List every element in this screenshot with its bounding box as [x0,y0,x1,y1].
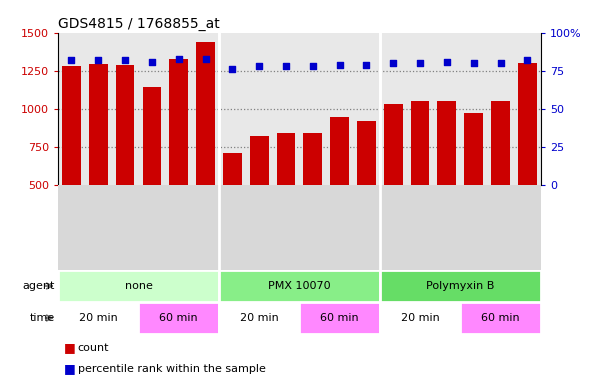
Point [442,59,452,65]
Bar [460,302,541,334]
Bar [411,101,430,185]
Bar [139,302,219,334]
Text: PMX 10070: PMX 10070 [268,281,331,291]
Bar [464,113,483,185]
Text: 60 min: 60 min [159,313,198,323]
Bar [330,118,349,185]
Point [389,60,398,66]
Text: 20 min: 20 min [79,313,118,323]
Bar [196,42,215,185]
Point [200,56,210,62]
Bar [219,302,299,334]
Bar [380,302,460,334]
Point [254,63,264,70]
Bar [491,101,510,185]
Bar [58,302,139,334]
Text: ■: ■ [64,362,80,375]
Bar [384,104,403,185]
Bar [304,133,322,185]
Bar [62,66,81,185]
Text: ■: ■ [64,341,80,354]
Point [174,56,183,62]
Bar [58,270,219,302]
Point [496,60,505,66]
Text: none: none [125,281,152,291]
Text: 20 min: 20 min [401,313,439,323]
Bar [115,65,134,185]
Text: percentile rank within the sample: percentile rank within the sample [78,364,265,374]
Text: time: time [30,313,55,323]
Point [281,63,291,70]
Point [522,57,532,63]
Bar [380,270,541,302]
Point [362,62,371,68]
Bar [250,136,269,185]
Point [308,63,318,70]
Bar [89,64,108,185]
Text: GDS4815 / 1768855_at: GDS4815 / 1768855_at [58,17,220,31]
Bar [518,63,536,185]
Point [415,60,425,66]
Point [67,57,76,63]
Point [93,57,103,63]
Bar [169,59,188,185]
Text: count: count [78,343,109,353]
Point [147,59,157,65]
Bar [277,132,295,185]
Bar [223,153,242,185]
Point [335,62,345,68]
Bar [299,302,380,334]
Bar [219,270,380,302]
Text: 60 min: 60 min [320,313,359,323]
Bar [437,101,456,185]
Point [227,66,237,73]
Text: agent: agent [23,281,55,291]
Point [469,60,478,66]
Text: 60 min: 60 min [481,313,520,323]
Text: 20 min: 20 min [240,313,279,323]
Point [120,57,130,63]
Bar [357,121,376,185]
Text: Polymyxin B: Polymyxin B [426,281,494,291]
Bar [142,87,161,185]
